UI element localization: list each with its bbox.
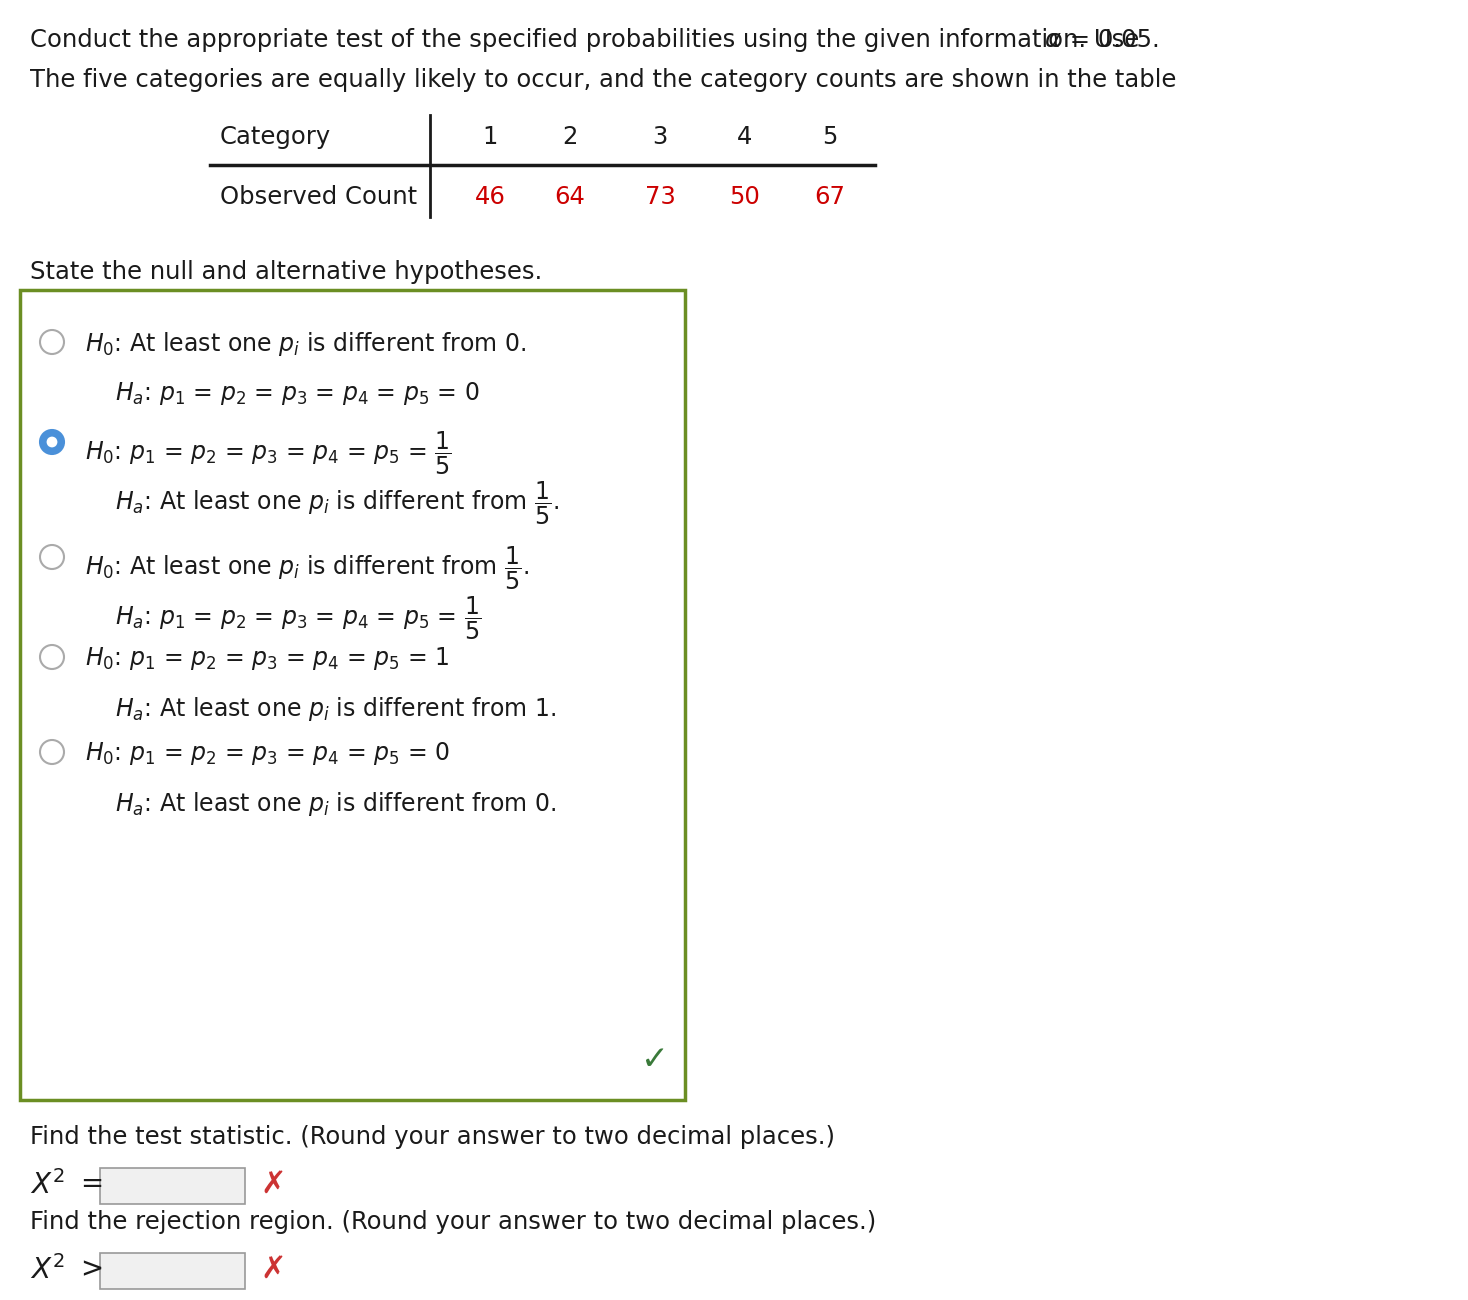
Text: 67: 67 <box>815 185 846 209</box>
Text: Find the test statistic. (Round your answer to two decimal places.): Find the test statistic. (Round your ans… <box>29 1124 835 1149</box>
FancyBboxPatch shape <box>21 290 686 1100</box>
FancyBboxPatch shape <box>100 1253 245 1290</box>
Text: ✓: ✓ <box>642 1044 669 1076</box>
Text: 4: 4 <box>737 125 753 150</box>
Text: Category: Category <box>220 125 332 150</box>
Text: >: > <box>72 1254 104 1283</box>
Circle shape <box>40 740 65 764</box>
Text: $H_0$: $p_1$ = $p_2$ = $p_3$ = $p_4$ = $p_5$ = $\dfrac{1}{5}$: $H_0$: $p_1$ = $p_2$ = $p_3$ = $p_4$ = $… <box>85 430 452 477</box>
Circle shape <box>40 545 65 569</box>
Text: 64: 64 <box>555 185 586 209</box>
Text: Observed Count: Observed Count <box>220 185 417 209</box>
Text: Find the rejection region. (Round your answer to two decimal places.): Find the rejection region. (Round your a… <box>29 1210 876 1234</box>
Text: $H_0$: $p_1$ = $p_2$ = $p_3$ = $p_4$ = $p_5$ = 0: $H_0$: $p_1$ = $p_2$ = $p_3$ = $p_4$ = $… <box>85 740 451 767</box>
Circle shape <box>47 437 57 447</box>
Text: 3: 3 <box>652 125 668 150</box>
Text: $H_0$: At least one $p_i$ is different from 0.: $H_0$: At least one $p_i$ is different f… <box>85 330 527 358</box>
Text: $X^2$: $X^2$ <box>29 1170 65 1200</box>
Text: $H_0$: $p_1$ = $p_2$ = $p_3$ = $p_4$ = $p_5$ = 1: $H_0$: $p_1$ = $p_2$ = $p_3$ = $p_4$ = $… <box>85 645 449 672</box>
Circle shape <box>40 645 65 670</box>
Text: =: = <box>72 1170 104 1199</box>
Text: 1: 1 <box>483 125 498 150</box>
Text: 5: 5 <box>822 125 838 150</box>
Text: $X^2$: $X^2$ <box>29 1254 65 1284</box>
Text: $H_a$: At least one $p_i$ is different from 0.: $H_a$: At least one $p_i$ is different f… <box>115 790 556 818</box>
Circle shape <box>40 330 65 354</box>
Text: Conduct the appropriate test of the specified probabilities using the given info: Conduct the appropriate test of the spec… <box>29 29 1147 52</box>
Text: State the null and alternative hypotheses.: State the null and alternative hypothese… <box>29 260 542 283</box>
Text: 46: 46 <box>474 185 505 209</box>
Text: The five categories are equally likely to occur, and the category counts are sho: The five categories are equally likely t… <box>29 68 1176 92</box>
Text: 50: 50 <box>730 185 760 209</box>
Text: ✗: ✗ <box>260 1254 285 1284</box>
Text: $H_a$: $p_1$ = $p_2$ = $p_3$ = $p_4$ = $p_5$ = $\dfrac{1}{5}$: $H_a$: $p_1$ = $p_2$ = $p_3$ = $p_4$ = $… <box>115 595 482 642</box>
Text: $H_a$: At least one $p_i$ is different from 1.: $H_a$: At least one $p_i$ is different f… <box>115 696 556 723</box>
Text: $\alpha$: $\alpha$ <box>1044 29 1061 52</box>
Circle shape <box>40 430 65 454</box>
Text: = 0.05.: = 0.05. <box>1061 29 1160 52</box>
Text: $H_0$: At least one $p_i$ is different from $\dfrac{1}{5}$.: $H_0$: At least one $p_i$ is different f… <box>85 545 530 593</box>
Text: 73: 73 <box>644 185 675 209</box>
Text: $H_a$: At least one $p_i$ is different from $\dfrac{1}{5}$.: $H_a$: At least one $p_i$ is different f… <box>115 480 559 528</box>
Text: ✗: ✗ <box>260 1170 285 1199</box>
Text: $H_a$: $p_1$ = $p_2$ = $p_3$ = $p_4$ = $p_5$ = 0: $H_a$: $p_1$ = $p_2$ = $p_3$ = $p_4$ = $… <box>115 380 480 407</box>
FancyBboxPatch shape <box>100 1167 245 1204</box>
Text: 2: 2 <box>562 125 578 150</box>
